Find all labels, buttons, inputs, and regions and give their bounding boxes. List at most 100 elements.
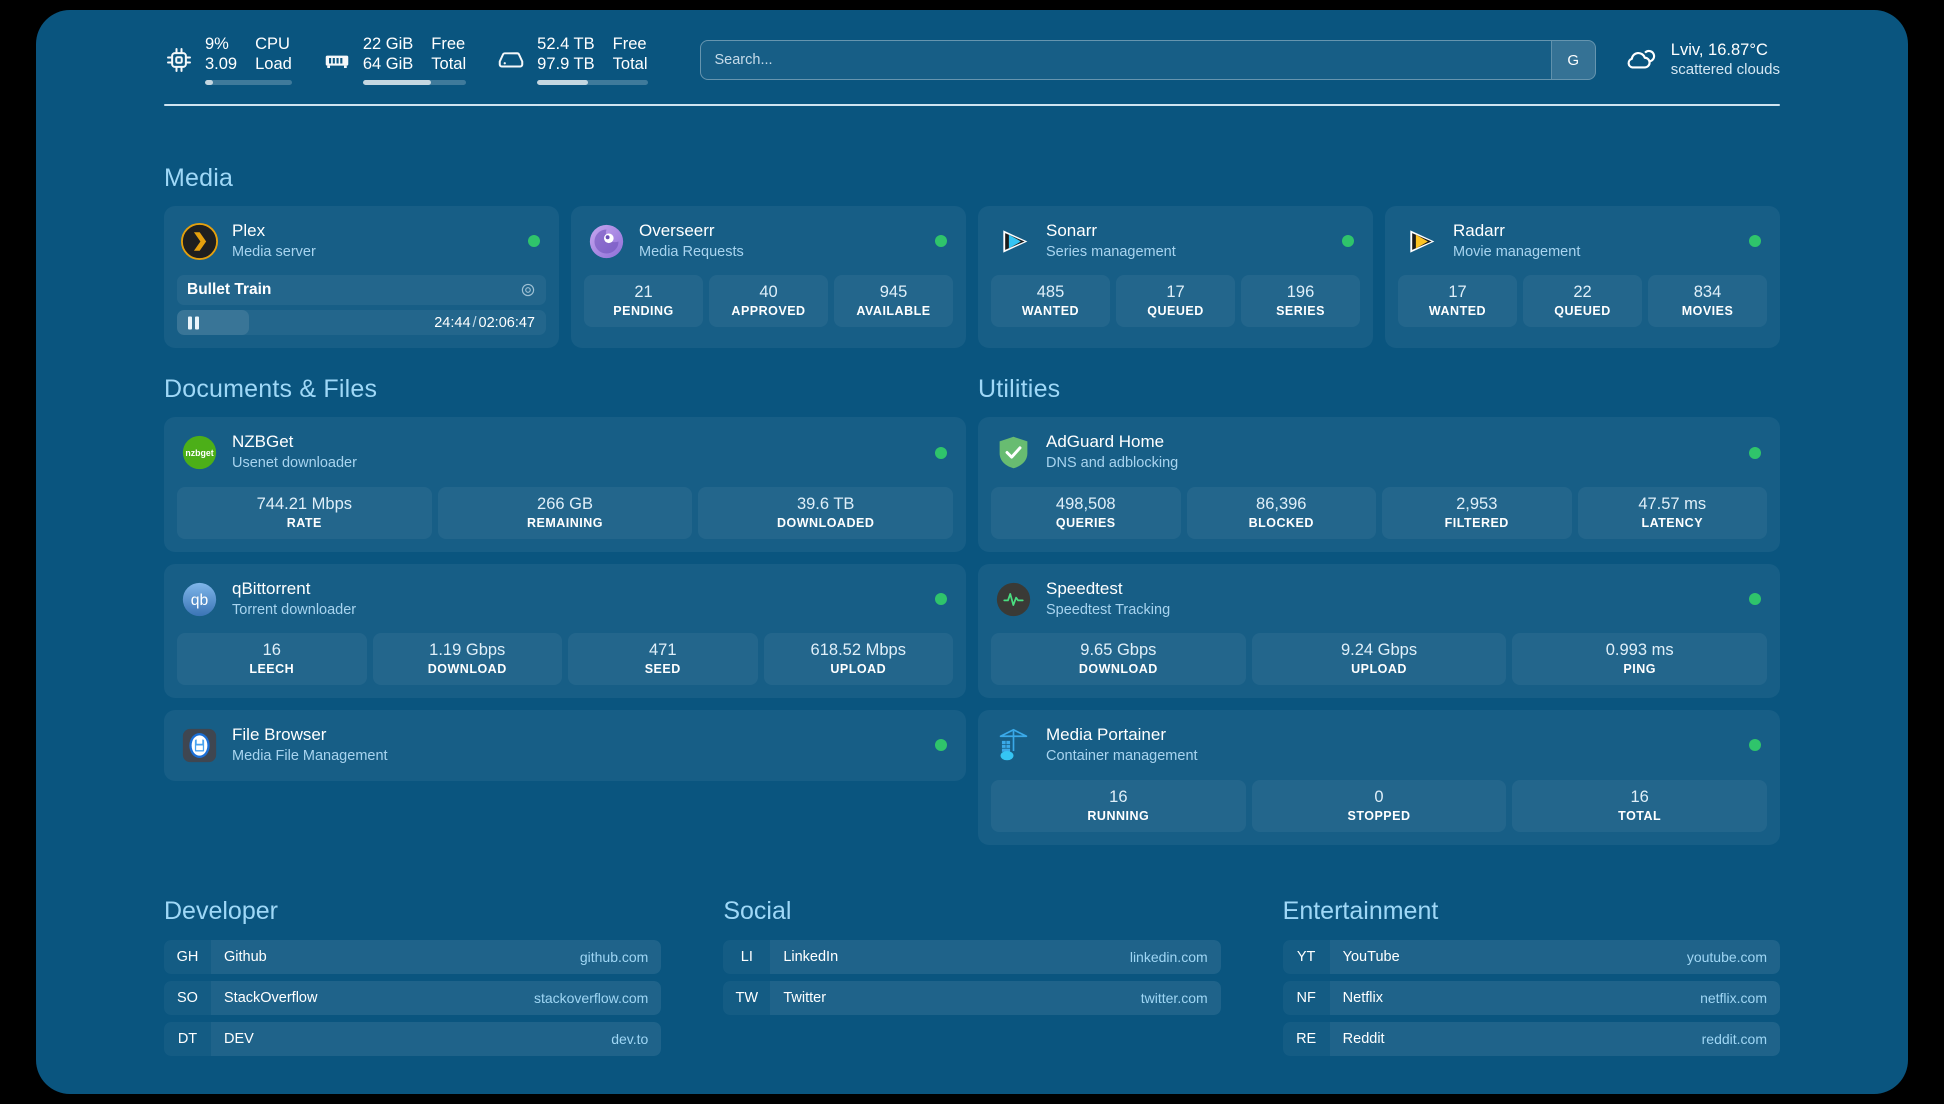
bookmark-url: reddit.com [1701,1030,1767,1047]
stat-value: 9.65 Gbps [1080,641,1157,660]
service-card-speedtest[interactable]: Speedtest Speedtest Tracking 9.65 Gbps D… [978,563,1780,699]
service-card-qbittorrent[interactable]: qb qBittorrent Torrent downloader 16 LEE… [164,563,966,699]
service-card-file-browser[interactable]: File Browser Media File Management [164,710,966,781]
stat-cell: 16 RUNNING [991,779,1246,832]
header-divider [164,104,1780,106]
bookmark-name: DEV [224,1030,254,1047]
service-card-plex[interactable]: Plex Media server Bullet Train [164,206,559,349]
top-bar: 9% CPU 3.09 Load [164,10,1780,102]
disk-progress-bar [537,80,648,85]
cpu-load-label: Load [255,55,292,73]
stat-cell: 40 APPROVED [709,275,828,328]
disk-free-value: 52.4 TB [537,35,595,53]
stat-label: PENDING [613,304,674,319]
stat-cell: 618.52 Mbps UPLOAD [763,633,953,686]
bookmark-abbr: DT [164,1021,211,1056]
memory-stat-group: 22 GiB Free 64 GiB Total [322,35,467,85]
stat-label: DOWNLOADED [777,515,875,530]
stat-label: TOTAL [1618,808,1662,823]
bookmark-item-github[interactable]: GH Github github.com [164,939,662,974]
disk-total-value: 97.9 TB [537,55,595,73]
disk-free-label: Free [612,35,647,53]
stat-cell: 744.21 Mbps RATE [177,486,432,539]
elapsed-time: 24:44 [434,314,471,331]
service-name: NZBGet [232,432,294,452]
stat-value: 2,953 [1456,494,1498,513]
stat-value: 17 [1448,283,1467,302]
service-subtitle: DNS and adblocking [1046,455,1179,472]
service-name: Plex [232,221,266,240]
bookmark-name: LinkedIn [783,948,839,965]
status-indicator [1749,739,1761,752]
cpu-icon [164,45,194,75]
stat-value: 266 GB [537,494,593,513]
stat-label: LEECH [249,662,295,677]
stat-value: 945 [879,283,908,302]
column-utilities: Utilities AdGuard Home DNS and a [978,375,1780,845]
playback-progress-bar[interactable]: 24:44/02:06:47 [177,310,546,336]
stat-cell: 86,396 BLOCKED [1186,486,1376,539]
stat-label: MOVIES [1681,304,1734,319]
stat-label: DOWNLOAD [427,662,507,677]
bookmark-item-twitter[interactable]: TW Twitter twitter.com [723,980,1221,1015]
service-name: Overseerr [639,221,715,240]
stat-label: PING [1623,662,1656,677]
bookmark-url: netflix.com [1700,989,1767,1006]
search-engine-button[interactable]: G [1550,41,1595,79]
disk-stat-group: 52.4 TB Free 97.9 TB Total [496,35,648,85]
stat-label: SERIES [1276,304,1325,319]
bookmark-item-stackoverflow[interactable]: SO StackOverflow stackoverflow.com [164,980,662,1015]
bookmark-item-dev[interactable]: DT DEV dev.to [164,1021,662,1056]
service-card-nzbget[interactable]: nzbget NZBGet Usenet downloader 744.21 M… [164,417,966,552]
stats-row: 485 WANTED 17 QUEUED 196 SERIES [991,275,1360,328]
service-subtitle: Media File Management [232,748,388,764]
memory-icon [322,45,352,75]
weather-widget: Lviv, 16.87°C scattered clouds [1622,41,1780,79]
service-subtitle: Container management [1046,748,1198,764]
stat-cell: 21 PENDING [584,275,703,328]
bookmark-name: Reddit [1342,1030,1385,1047]
service-card-adguard-home[interactable]: AdGuard Home DNS and adblocking 498,508 … [978,417,1780,552]
stat-cell: 9.65 Gbps DOWNLOAD [991,633,1246,686]
bookmark-item-youtube[interactable]: YT YouTube youtube.com [1282,939,1780,974]
bookmark-item-reddit[interactable]: RE Reddit reddit.com [1282,1021,1780,1056]
stats-row: 498,508 QUERIES 86,396 BLOCKED 2,953 FIL… [991,486,1767,539]
service-card-radarr[interactable]: Radarr Movie management 17 WANTED 22 QUE… [1385,206,1780,349]
stat-value: 744.21 Mbps [256,494,353,513]
adguard-icon [995,434,1032,471]
memory-free-label: Free [431,35,466,53]
stat-value: 16 [262,641,281,660]
stats-row: 17 WANTED 22 QUEUED 834 MOVIES [1398,275,1767,328]
weather-location-temp: Lviv, 16.87°C [1670,41,1768,59]
stat-label: SEED [644,662,681,677]
bookmark-item-netflix[interactable]: NF Netflix netflix.com [1282,980,1780,1015]
status-indicator [935,593,947,606]
service-name: Media Portainer [1046,725,1167,745]
stat-cell: 16 TOTAL [1512,779,1768,832]
disk-total-label: Total [612,55,648,73]
pause-icon[interactable] [188,316,199,330]
bookmark-name: StackOverflow [224,989,318,1006]
stats-row: 9.65 Gbps DOWNLOAD 9.24 Gbps UPLOAD 0.99… [991,633,1768,686]
bookmark-item-linkedin[interactable]: LI LinkedIn linkedin.com [723,939,1221,974]
search-box[interactable]: G [699,40,1596,80]
bookmark-name: Github [224,948,267,965]
search-input[interactable] [700,52,1551,68]
service-subtitle: Series management [1046,243,1176,260]
gear-icon[interactable] [520,282,536,298]
card-header: Sonarr Series management [991,218,1360,264]
playback-time: 24:44/02:06:47 [434,315,535,331]
cloud-icon [1622,42,1658,78]
stat-cell: 945 AVAILABLE [834,275,953,328]
stat-value: 17 [1166,283,1185,302]
service-card-sonarr[interactable]: Sonarr Series management 485 WANTED 17 Q… [978,206,1373,349]
stat-value: 485 [1036,283,1065,302]
service-card-media-portainer[interactable]: Media Portainer Container management 16 … [978,710,1780,845]
stat-label: WANTED [1021,304,1080,319]
bookmark-abbr: GH [164,939,211,974]
service-subtitle: Movie management [1453,243,1581,260]
service-subtitle: Torrent downloader [232,601,357,618]
cpu-load-value: 3.09 [205,55,238,73]
service-card-overseerr[interactable]: Overseerr Media Requests 21 PENDING 40 A… [571,206,966,349]
stat-cell: 22 QUEUED [1523,275,1642,328]
